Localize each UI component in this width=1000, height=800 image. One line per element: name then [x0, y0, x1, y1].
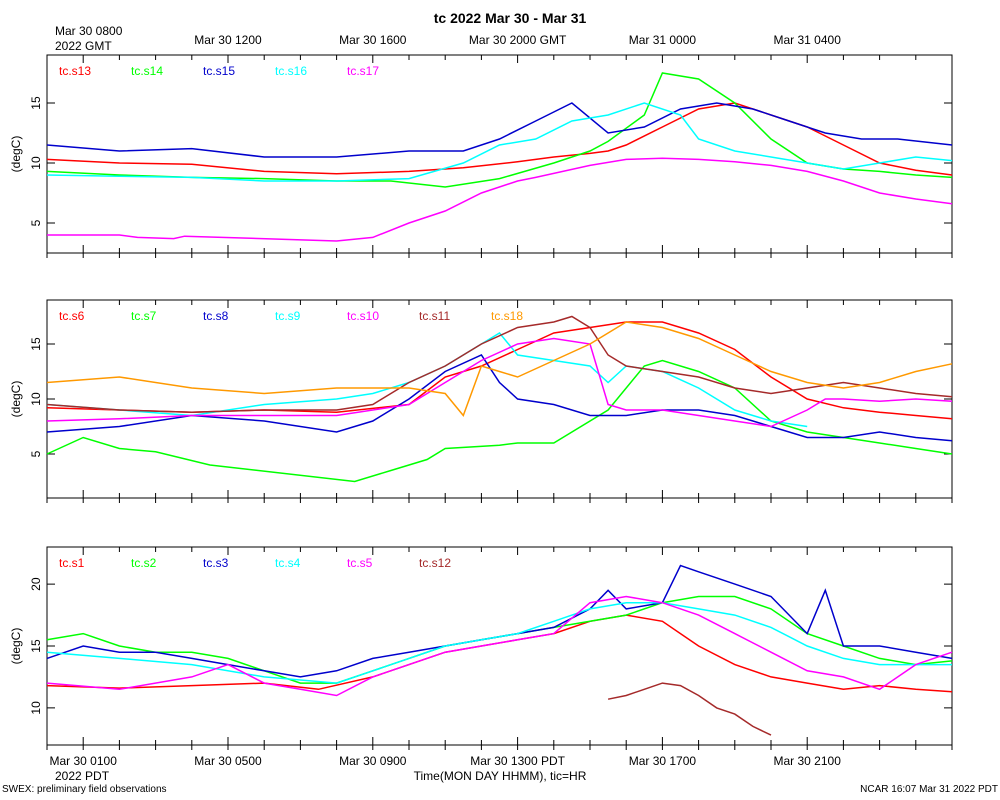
- series-line-tc.s7: [46, 359, 953, 483]
- top-axis-tick-label: Mar 31 0000: [629, 33, 697, 47]
- top-axis-tick-label: Mar 31 0400: [774, 33, 842, 47]
- series-line-tc.s8: [46, 354, 953, 442]
- series-line-tc.s9: [46, 332, 808, 428]
- bottom-axis-tick-label: Mar 30 1700: [629, 754, 697, 768]
- legend-tc.s14: tc.s14: [131, 64, 163, 78]
- legend-tc.s17: tc.s17: [347, 64, 379, 78]
- series-line-tc.s18: [46, 321, 953, 417]
- panel-frame: [46, 546, 953, 746]
- series-line-tc.s17: [47, 157, 953, 242]
- top-axis-tick-label: Mar 30 1200: [194, 33, 262, 47]
- bottom-axis-tick-label: Mar 30 2100: [774, 754, 842, 768]
- y-tick-label: 10: [29, 156, 43, 170]
- y-tick-label: 5: [29, 450, 43, 457]
- legend-tc.s6: tc.s6: [59, 309, 85, 323]
- series-line-tc.s11: [46, 315, 953, 413]
- series-line-tc.s3: [46, 564, 953, 678]
- legend-tc.s9: tc.s9: [275, 309, 301, 323]
- panel-1: 5 10 15 (degC) tc.s13 tc.s14 tc.s15 tc.s16 tc.s1…: [9, 54, 953, 258]
- legend-tc.s8: tc.s8: [203, 309, 229, 323]
- bottom-axis-tick-label: Mar 30 0900: [339, 754, 407, 768]
- footer-left: SWEX: preliminary field observations: [2, 784, 167, 795]
- bottom-axis-tick-label: Mar 30 1300 PDT: [470, 754, 565, 768]
- footer-right: NCAR 16:07 Mar 31 2022 PDT: [860, 784, 998, 795]
- legend-tc.s3: tc.s3: [203, 556, 229, 570]
- pdt-label: 2022 PDT: [55, 769, 110, 783]
- top-axis-tick-label: Mar 30 2000 GMT: [469, 33, 567, 47]
- series-line-tc.s13: [46, 102, 953, 176]
- series-line-tc.s4: [46, 601, 952, 684]
- panel-frame: [46, 54, 953, 254]
- legend-tc.s10: tc.s10: [347, 309, 379, 323]
- y-tick-label: 15: [29, 96, 43, 110]
- legend-tc.s1: tc.s1: [59, 556, 85, 570]
- bottom-axis-tick-label: Mar 30 0500: [194, 754, 262, 768]
- legend-tc.s18: tc.s18: [491, 309, 523, 323]
- series-line-tc.s1: [46, 614, 953, 693]
- series-line-tc.s2: [46, 595, 953, 684]
- y-axis-label: (degC): [9, 381, 23, 418]
- y-axis-label: (degC): [9, 136, 23, 173]
- y-tick-label: 10: [29, 392, 43, 406]
- legend-tc.s11: tc.s11: [419, 309, 450, 323]
- bottom-axis-tick-label: Mar 30 0100: [50, 754, 118, 768]
- legend-tc.s5: tc.s5: [347, 556, 373, 570]
- y-tick-label: 20: [29, 577, 43, 591]
- x-axis-label: Time(MON DAY HHMM), tic=HR: [414, 769, 587, 783]
- series-line-tc.s10: [46, 337, 953, 428]
- chart-title: tc 2022 Mar 30 - Mar 31: [434, 10, 587, 26]
- y-tick-label: 5: [29, 219, 43, 226]
- series-line-tc.s5: [46, 595, 953, 697]
- legend-tc.s12: tc.s12: [419, 556, 451, 570]
- legend-tc.s16: tc.s16: [275, 64, 307, 78]
- y-axis-label: (degC): [9, 628, 23, 665]
- series-line-tc.s15: [46, 102, 953, 158]
- legend-tc.s4: tc.s4: [275, 556, 301, 570]
- panel-2: 5 10 15 (degC) tc.s6 tc.s7 tc.s8 tc.s9 tc.s10 tc.…: [9, 299, 953, 503]
- y-tick-label: 15: [29, 639, 43, 653]
- gmt-label-line2: 2022 GMT: [55, 39, 112, 53]
- y-tick-label: 15: [29, 337, 43, 351]
- legend-tc.s15: tc.s15: [203, 64, 235, 78]
- legend-tc.s2: tc.s2: [131, 556, 157, 570]
- panel-frame: [46, 299, 953, 499]
- panel-3: 10 15 20 (degC) tc.s1 tc.s2 tc.s3 tc.s4 tc.s5 tc.…: [9, 546, 953, 750]
- top-axis-tick-label: Mar 30 1600: [339, 33, 407, 47]
- series-line-tc.s12: [607, 682, 772, 736]
- legend-tc.s7: tc.s7: [131, 309, 157, 323]
- gmt-label-line1: Mar 30 0800: [55, 24, 123, 38]
- y-tick-label: 10: [29, 701, 43, 715]
- legend-tc.s13: tc.s13: [59, 64, 91, 78]
- series-line-tc.s16: [46, 102, 953, 182]
